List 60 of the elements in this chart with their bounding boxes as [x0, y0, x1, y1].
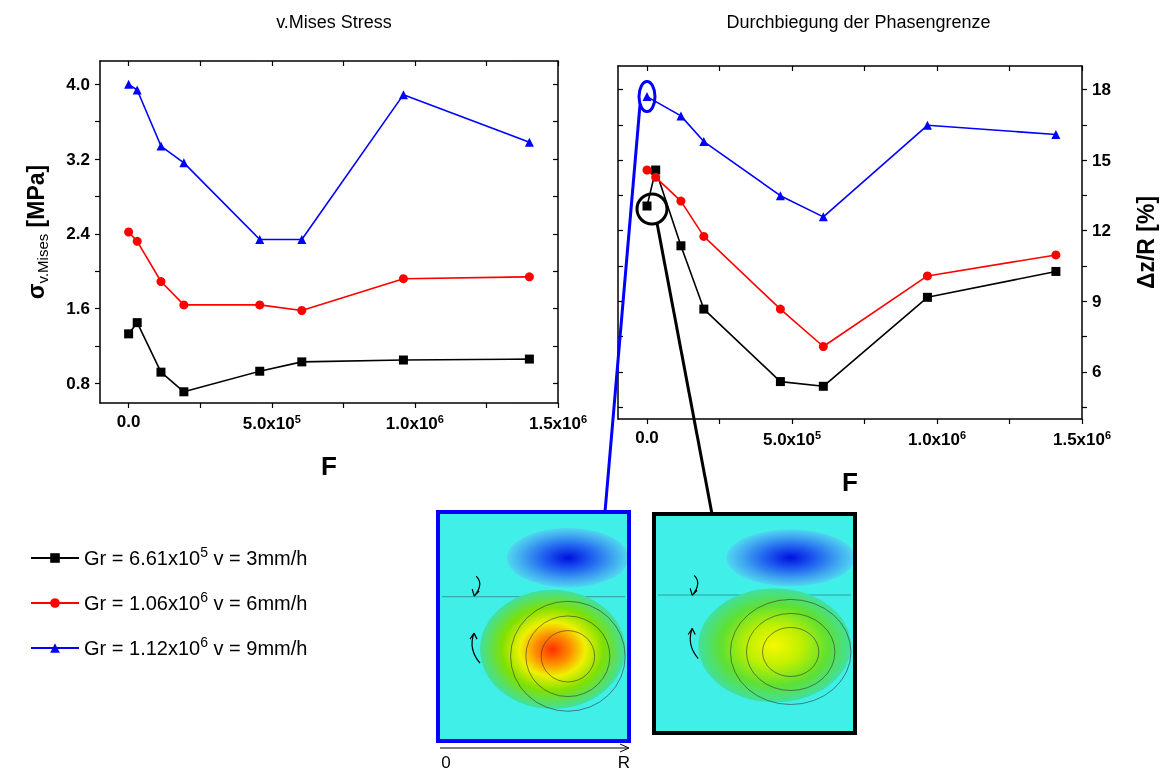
point: [775, 304, 785, 314]
point: [524, 137, 534, 147]
y2-tick-label: 6: [1092, 362, 1102, 382]
y-tick-label: 2.4: [66, 224, 91, 244]
point: [255, 366, 265, 376]
point: [297, 357, 307, 367]
y2-axis-title: Δz/R [%]: [1132, 195, 1159, 290]
y-tick-label: 0.8: [66, 373, 90, 393]
point: [124, 227, 134, 237]
x-axis-title: F: [842, 467, 858, 497]
point: [1051, 266, 1061, 276]
point: [1051, 129, 1061, 139]
y2-tick-label: 15: [1092, 150, 1111, 170]
y2-tick-label: 12: [1092, 221, 1111, 241]
point: [651, 172, 661, 182]
text: R: [617, 753, 631, 772]
text: 0: [441, 753, 451, 772]
point: [156, 141, 166, 151]
point: [132, 318, 142, 328]
x-axis-title: F: [321, 451, 337, 481]
point: [255, 234, 265, 244]
y-axis-title: σv.Mises [MPa]: [22, 164, 51, 300]
point: [124, 79, 134, 89]
x-tick-label: 0.0: [116, 412, 141, 431]
point: [922, 120, 932, 130]
y-tick-label: 3.2: [66, 149, 90, 169]
point: [297, 305, 307, 315]
point: [676, 241, 686, 251]
point: [676, 196, 686, 206]
point: [1051, 250, 1061, 260]
point: [775, 377, 785, 387]
point: [699, 231, 709, 241]
point: [179, 387, 189, 397]
y2-tick-label: 9: [1092, 291, 1102, 311]
point: [156, 367, 166, 377]
y-tick-label: 1.6: [66, 299, 90, 319]
point: [699, 304, 709, 314]
point: [297, 234, 307, 244]
point: [922, 292, 932, 302]
y2-tick-label: 18: [1092, 80, 1111, 100]
x-tick-label: 0.0: [635, 428, 659, 447]
point: [132, 236, 142, 246]
point: [524, 354, 534, 364]
point: [398, 274, 408, 284]
point: [398, 355, 408, 365]
point: [818, 381, 828, 391]
point: [642, 165, 652, 175]
point: [179, 300, 189, 310]
point: [255, 300, 265, 310]
point: [156, 277, 166, 287]
point: [775, 191, 785, 201]
y-tick-label: 4.0: [66, 74, 90, 94]
point: [398, 90, 408, 100]
point: [124, 329, 134, 339]
point: [818, 342, 828, 352]
point: [699, 137, 709, 147]
chart-title: v.Mises Stress: [276, 12, 392, 32]
chart-title: Durchbiegung der Phasengrenze: [726, 12, 991, 32]
point: [524, 272, 534, 282]
point: [922, 271, 932, 281]
